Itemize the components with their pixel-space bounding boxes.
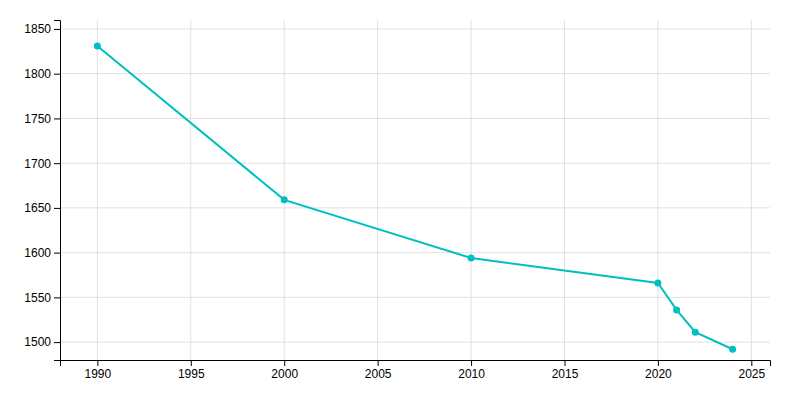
x-tick-label: 2010 xyxy=(458,367,485,381)
x-tick-mark xyxy=(471,360,472,366)
y-axis-line xyxy=(54,21,61,361)
x-tick-mark xyxy=(191,360,192,366)
y-tick: 1850 xyxy=(24,22,60,36)
x-grid-line xyxy=(97,20,98,360)
marks xyxy=(94,42,736,352)
y-tick-label: 1550 xyxy=(24,291,51,305)
y-grid-line xyxy=(60,73,770,74)
y-tick: 1550 xyxy=(24,291,60,305)
y-tick-mark xyxy=(54,208,60,209)
x-tick: 2015 xyxy=(552,360,579,381)
x-tick-mark xyxy=(658,360,659,366)
y-tick-mark xyxy=(54,74,60,75)
y-tick-label: 1850 xyxy=(24,22,51,36)
point xyxy=(654,280,661,287)
x-tick: 1995 xyxy=(178,360,205,381)
x-axis-line xyxy=(61,361,771,367)
point xyxy=(468,255,475,262)
chart-svg: 1990 1995 2000 2005 2010 2015 2020 2025 1500 1550… xyxy=(0,0,800,400)
point xyxy=(281,196,288,203)
y-tick-mark xyxy=(54,163,60,164)
y-grid-line xyxy=(60,342,770,343)
y-tick: 1600 xyxy=(24,246,60,260)
x-tick-label: 2015 xyxy=(552,367,579,381)
y-tick-label: 1700 xyxy=(24,156,51,170)
y-tick-mark xyxy=(54,118,60,119)
y-tick: 1500 xyxy=(24,335,60,349)
x-tick-label: 2000 xyxy=(271,367,298,381)
y-grid-line xyxy=(60,297,770,298)
x-tick: 2025 xyxy=(738,360,765,381)
y-tick-label: 1500 xyxy=(24,335,51,349)
y-tick-mark xyxy=(54,297,60,298)
grid xyxy=(60,20,770,360)
y-grid-line xyxy=(60,28,770,29)
y-grid-line xyxy=(60,207,770,208)
x-grid-line xyxy=(471,20,472,360)
y-tick-mark xyxy=(54,342,60,343)
x-axis: 1990 1995 2000 2005 2010 2015 2020 2025 xyxy=(61,360,771,381)
y-tick: 1700 xyxy=(24,156,60,170)
x-tick-label: 2005 xyxy=(365,367,392,381)
point xyxy=(673,306,680,313)
y-tick: 1650 xyxy=(24,201,60,215)
x-grid-line xyxy=(657,20,658,360)
y-tick-label: 1600 xyxy=(24,246,51,260)
y-grid-line xyxy=(60,252,770,253)
x-tick-mark xyxy=(378,360,379,366)
x-grid-line xyxy=(284,20,285,360)
y-tick-label: 1800 xyxy=(24,67,51,81)
point xyxy=(692,329,699,336)
y-tick: 1750 xyxy=(24,112,60,126)
y-grid-line xyxy=(60,163,770,164)
y-tick-mark xyxy=(54,29,60,30)
y-axis: 1500 1550 1600 1650 1700 1750 1800 1850 xyxy=(24,21,60,361)
x-tick: 2010 xyxy=(458,360,485,381)
y-tick-mark xyxy=(54,253,60,254)
x-tick-label: 2020 xyxy=(645,367,672,381)
x-tick: 2000 xyxy=(271,360,298,381)
x-tick-mark xyxy=(284,360,285,366)
x-tick: 2005 xyxy=(365,360,392,381)
x-tick: 1990 xyxy=(85,360,112,381)
x-tick-mark xyxy=(97,360,98,366)
y-tick-label: 1650 xyxy=(24,201,51,215)
point xyxy=(729,346,736,353)
x-tick-mark xyxy=(564,360,565,366)
y-tick-label: 1750 xyxy=(24,112,51,126)
x-grid-line xyxy=(564,20,565,360)
x-tick-mark xyxy=(751,360,752,366)
x-tick: 2020 xyxy=(645,360,672,381)
point xyxy=(94,42,101,49)
x-grid-line xyxy=(377,20,378,360)
x-tick-label: 1995 xyxy=(178,367,205,381)
y-tick: 1800 xyxy=(24,67,60,81)
x-grid-line xyxy=(751,20,752,360)
x-tick-label: 2025 xyxy=(738,367,765,381)
x-grid-line xyxy=(190,20,191,360)
plot-area: 1990 1995 2000 2005 2010 2015 2020 2025 1500 1550… xyxy=(24,20,770,381)
x-tick-label: 1990 xyxy=(85,367,112,381)
line xyxy=(97,46,732,349)
y-grid-line xyxy=(60,118,770,119)
